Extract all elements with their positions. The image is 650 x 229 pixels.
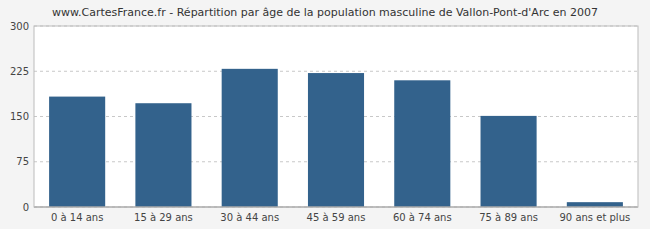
plot-frame <box>34 26 638 207</box>
plot-area <box>34 26 638 207</box>
x-axis: 0 à 14 ans 15 à 29 ans 30 à 44 ans 45 à 59 … <box>51 212 630 223</box>
background <box>0 0 650 229</box>
x-tick-label: 30 à 44 ans <box>220 212 279 223</box>
chart: www.CartesFrance.fr - Répartition par âg… <box>0 0 650 229</box>
y-tick-label: 150 <box>10 111 29 122</box>
bar <box>481 116 537 207</box>
bar <box>49 97 105 207</box>
y-tick-label: 75 <box>16 156 29 167</box>
bars <box>49 69 623 207</box>
grid-line <box>34 71 638 72</box>
title: www.CartesFrance.fr - Répartition par âg… <box>52 6 598 19</box>
x-tick-label: 45 à 59 ans <box>307 212 366 223</box>
bar <box>567 202 623 207</box>
y-tick-label: 225 <box>10 66 29 77</box>
x-tick-label: 60 à 74 ans <box>393 212 452 223</box>
x-tick-label: 75 à 89 ans <box>479 212 538 223</box>
y-tick-label: 300 <box>10 21 29 32</box>
y-axis: 0 75 150 225 300 <box>10 21 638 213</box>
y-tick-label: 0 <box>23 202 29 213</box>
x-tick-label: 15 à 29 ans <box>134 212 193 223</box>
bar <box>222 69 278 207</box>
x-tick-label: 0 à 14 ans <box>51 212 103 223</box>
bar <box>308 73 364 207</box>
bar <box>394 80 450 207</box>
bar <box>135 103 191 207</box>
x-tick-label: 90 ans et plus <box>560 212 631 223</box>
